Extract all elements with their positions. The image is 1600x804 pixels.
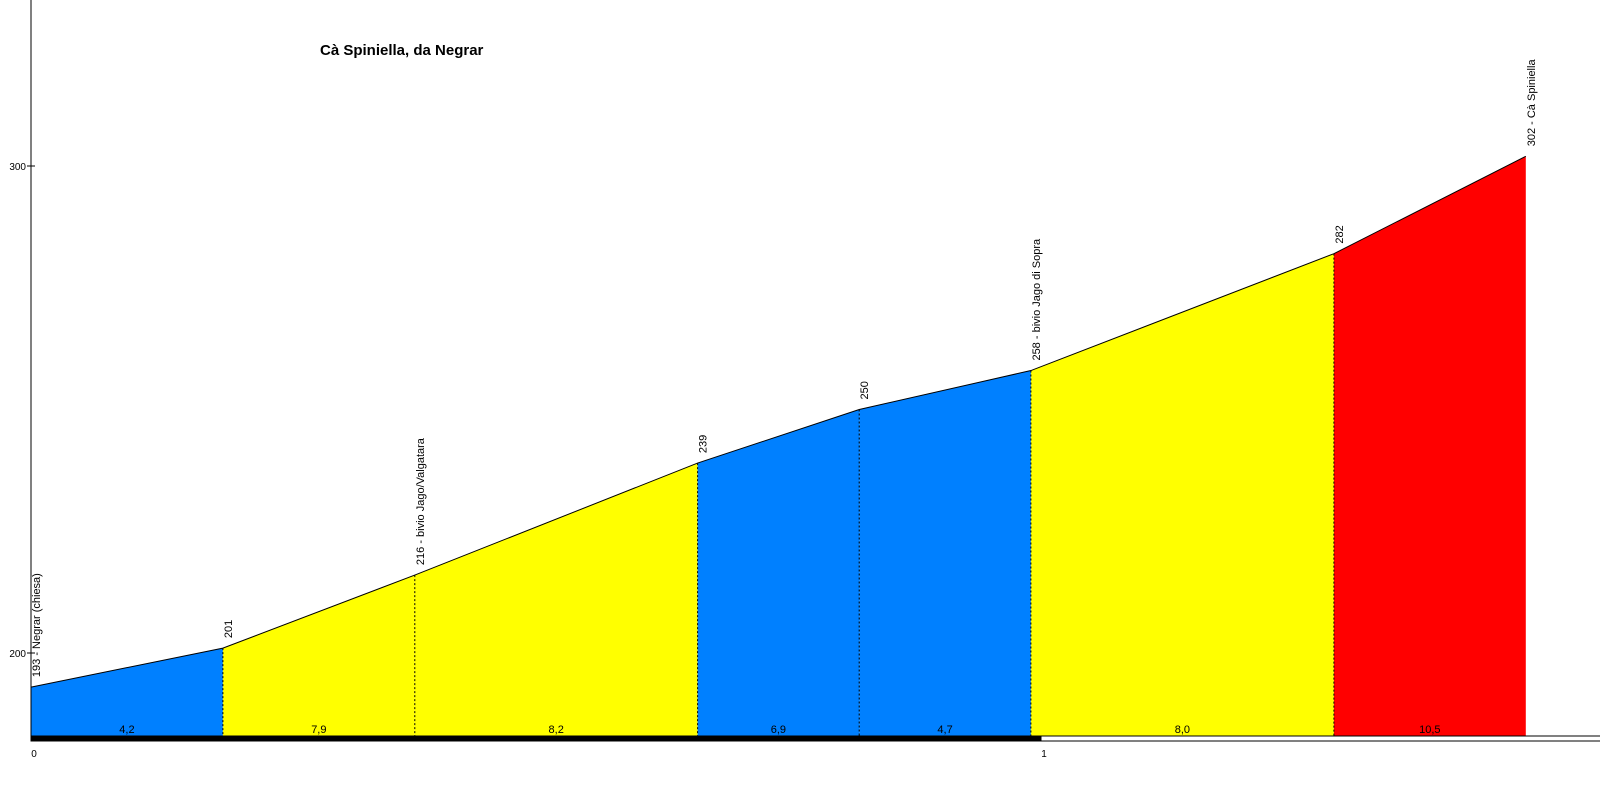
y-axis-ticks: 200 300 xyxy=(9,162,35,660)
gradient-segments xyxy=(31,156,1526,736)
segment-gradient-label: 10,5 xyxy=(1419,724,1440,736)
y-tick-label: 200 xyxy=(9,649,26,660)
segment-gradient-label: 4,7 xyxy=(937,724,952,736)
segment-gradient-label: 6,9 xyxy=(771,724,786,736)
waypoint-label: 302 - Cà Spiniella xyxy=(1526,59,1538,147)
x-scale-band xyxy=(30,735,1042,742)
segment-gradient-label: 4,2 xyxy=(119,724,134,736)
segment-fill xyxy=(222,575,415,736)
segment-fill xyxy=(697,409,860,736)
waypoint-label: 258 - bivio Jago di Sopra xyxy=(1031,238,1043,361)
segment-gradient-label: 8,0 xyxy=(1175,724,1190,736)
x-scale-band xyxy=(1040,735,1600,742)
segment-fill xyxy=(1030,253,1334,736)
segment-fill xyxy=(414,463,698,736)
gradient-labels: 4,2 7,9 8,2 6,9 4,7 8,0 10,5 xyxy=(119,724,1440,736)
x-axis-scale-bar xyxy=(30,735,1600,742)
waypoint-labels: 193 - Negrar (chiesa) 201 216 - bivio Jago… xyxy=(31,59,1538,678)
waypoint-label: 250 xyxy=(859,381,871,399)
segment-gradient-label: 7,9 xyxy=(311,724,326,736)
x-tick-label: 1 xyxy=(1041,749,1047,760)
waypoint-label: 201 xyxy=(223,620,235,638)
segment-fill xyxy=(31,648,223,736)
chart-title: Cà Spiniella, da Negrar xyxy=(320,42,484,59)
waypoint-label: 282 xyxy=(1334,225,1346,243)
y-tick-label: 300 xyxy=(9,162,26,173)
waypoint-label: 239 xyxy=(698,435,710,453)
segment-fill xyxy=(859,370,1031,736)
profile-line xyxy=(30,155,1527,688)
x-tick-label: 0 xyxy=(31,749,37,760)
segment-gradient-label: 8,2 xyxy=(549,724,564,736)
segment-fill xyxy=(1333,156,1526,736)
waypoint-label: 216 - bivio Jago/Valgatara xyxy=(415,437,427,565)
segment-dividers xyxy=(222,253,1335,736)
waypoint-label: 193 - Negrar (chiesa) xyxy=(31,573,43,677)
